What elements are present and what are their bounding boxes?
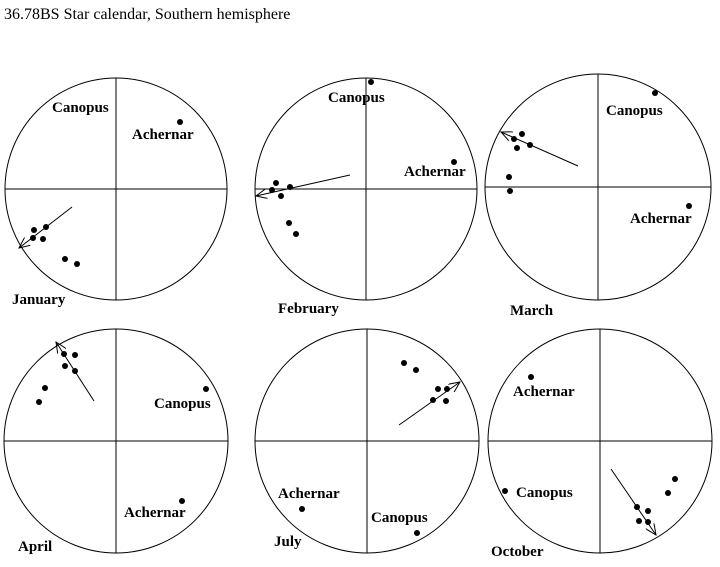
star-dot <box>435 386 441 392</box>
star-label-canopus: Canopus <box>52 100 109 116</box>
month-label: April <box>18 539 52 555</box>
star-dot <box>514 145 520 151</box>
panel-july: Achernar Canopus July <box>254 328 480 554</box>
star-dots <box>506 90 692 209</box>
panel-february: Canopus Achernar February <box>254 77 478 317</box>
star-dot <box>286 220 292 226</box>
month-label: February <box>278 301 339 317</box>
star-dot <box>269 187 275 193</box>
month-label: October <box>491 544 544 560</box>
motion-arrow <box>610 468 656 535</box>
star-dot <box>278 193 284 199</box>
star-label-canopus: Canopus <box>328 90 385 106</box>
star-dot <box>40 236 46 242</box>
star-dot <box>519 131 525 137</box>
page-title: 36.78BS Star calendar, Southern hemisphe… <box>4 6 291 23</box>
star-dot <box>645 508 651 514</box>
motion-arrow <box>19 206 73 248</box>
star-achernar <box>528 374 534 380</box>
star-achernar <box>177 119 183 125</box>
star-label-canopus: Canopus <box>516 485 573 501</box>
motion-arrow <box>56 342 95 402</box>
star-dot <box>72 352 78 358</box>
star-achernar <box>451 159 457 165</box>
panel-january: Canopus Achernar January <box>4 77 228 308</box>
star-canopus <box>652 90 658 96</box>
star-dots <box>30 119 183 267</box>
star-dots <box>502 374 678 525</box>
star-dot <box>74 261 80 267</box>
star-achernar <box>686 203 692 209</box>
star-achernar <box>179 498 185 504</box>
star-dot <box>42 385 48 391</box>
panel-october: Achernar Canopus October <box>487 328 713 560</box>
star-dot <box>413 367 419 373</box>
star-dot <box>506 174 512 180</box>
month-label: July <box>274 534 302 550</box>
star-label-achernar: Achernar <box>630 211 692 227</box>
panel-march: Canopus Achernar March <box>484 73 712 319</box>
star-label-canopus: Canopus <box>606 103 663 119</box>
star-label-canopus: Canopus <box>371 510 428 526</box>
star-dot <box>636 518 642 524</box>
star-canopus <box>203 386 209 392</box>
month-label: January <box>12 292 66 308</box>
star-dot <box>62 256 68 262</box>
month-label: March <box>510 303 554 319</box>
star-dot <box>273 180 279 186</box>
star-dots <box>36 351 209 504</box>
star-label-achernar: Achernar <box>513 384 575 400</box>
star-dot <box>36 399 42 405</box>
star-dot <box>401 360 407 366</box>
star-label-achernar: Achernar <box>278 486 340 502</box>
star-dot <box>672 476 678 482</box>
star-dot <box>62 363 68 369</box>
motion-arrow <box>501 132 579 167</box>
star-canopus <box>502 488 508 494</box>
star-canopus <box>414 530 420 536</box>
star-dot <box>31 227 37 233</box>
star-label-achernar: Achernar <box>124 505 186 521</box>
panel-april: Canopus Achernar April <box>3 328 229 555</box>
star-dot <box>443 398 449 404</box>
motion-arrow <box>256 174 351 196</box>
star-dot <box>665 490 671 496</box>
star-canopus <box>368 79 374 85</box>
star-label-achernar: Achernar <box>404 164 466 180</box>
star-achernar <box>299 506 305 512</box>
star-dot <box>507 188 513 194</box>
star-dot <box>293 231 299 237</box>
motion-arrow <box>398 382 460 426</box>
star-label-canopus: Canopus <box>154 396 211 412</box>
star-label-achernar: Achernar <box>132 127 194 143</box>
